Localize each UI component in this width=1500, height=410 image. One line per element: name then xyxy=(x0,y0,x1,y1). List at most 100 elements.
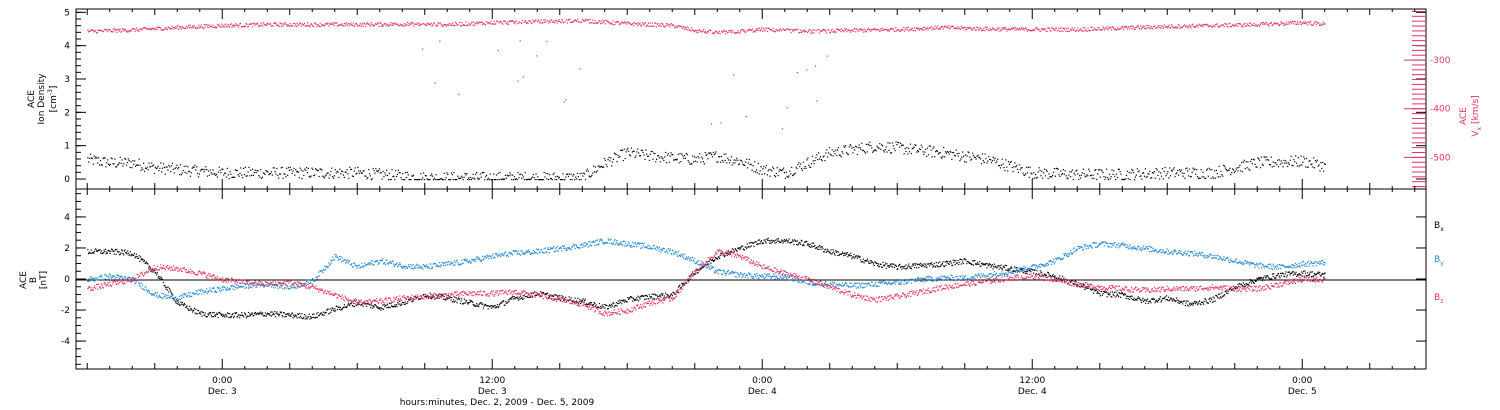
b-x-point xyxy=(300,317,302,319)
density-point xyxy=(875,150,877,152)
b-x-point xyxy=(1277,272,1280,275)
b-x-point xyxy=(712,259,714,262)
b-x-point xyxy=(1188,305,1190,307)
b-x-point xyxy=(1225,292,1228,294)
velocity-point xyxy=(806,69,808,71)
density-point xyxy=(391,169,393,171)
velocity-point xyxy=(646,24,648,26)
density-point xyxy=(287,174,289,176)
b-x-point xyxy=(1107,292,1109,294)
b-x-point xyxy=(645,298,647,300)
b-x-point xyxy=(716,257,718,260)
b-x-point xyxy=(299,315,302,317)
density-point xyxy=(615,153,617,156)
density-point xyxy=(412,175,414,177)
b-x-point xyxy=(1020,268,1022,270)
velocity-point xyxy=(135,29,137,31)
b-x-point xyxy=(874,261,877,263)
density-point xyxy=(1175,173,1177,175)
density-point xyxy=(731,164,733,166)
density-point xyxy=(165,166,167,168)
b-x-point xyxy=(1178,302,1180,305)
velocity-point xyxy=(1251,24,1253,26)
velocity-point xyxy=(318,25,320,28)
density-point xyxy=(566,173,568,175)
b-x-point xyxy=(177,303,179,305)
b-x-point xyxy=(367,303,369,305)
velocity-point xyxy=(340,24,343,26)
density-point xyxy=(161,171,163,173)
density-point xyxy=(776,167,778,169)
b-x-point xyxy=(345,306,347,309)
velocity-point xyxy=(707,31,709,33)
density-point xyxy=(534,179,536,181)
b-x-point xyxy=(920,265,923,267)
velocity-point xyxy=(1020,27,1022,30)
density-point xyxy=(1112,173,1114,175)
b-x-point xyxy=(887,265,889,267)
b-x-point xyxy=(548,296,551,298)
velocity-point xyxy=(991,28,993,31)
density-point xyxy=(920,144,922,146)
velocity-point xyxy=(148,28,150,30)
velocity-point xyxy=(874,29,876,31)
velocity-point xyxy=(440,22,442,24)
density-point xyxy=(382,170,384,172)
b-x-point xyxy=(1023,268,1025,270)
b-x-point xyxy=(899,266,902,268)
velocity-point xyxy=(182,27,184,29)
velocity-point xyxy=(896,30,898,32)
b-x-point xyxy=(900,265,902,268)
density-point xyxy=(761,173,763,175)
b-x-point xyxy=(184,303,186,306)
velocity-point xyxy=(313,26,315,28)
b-x-point xyxy=(341,308,343,310)
b-x-point xyxy=(519,295,522,297)
b-x-point xyxy=(748,246,750,248)
density-point xyxy=(405,176,408,179)
b-x-point xyxy=(754,241,757,243)
b-x-point xyxy=(771,239,773,241)
velocity-point xyxy=(112,28,114,30)
b-x-point xyxy=(1213,300,1215,303)
velocity-point xyxy=(1133,28,1136,31)
b-x-point xyxy=(297,313,299,315)
velocity-point xyxy=(924,26,926,29)
velocity-point xyxy=(216,26,218,28)
velocity-point xyxy=(1221,24,1223,26)
velocity-point xyxy=(866,28,869,31)
b-x-point xyxy=(305,315,307,317)
density-point xyxy=(188,170,190,173)
b-x-point xyxy=(986,267,988,269)
velocity-point xyxy=(981,29,984,31)
b-x-point xyxy=(833,251,835,253)
density-point xyxy=(690,163,692,165)
b-x-point xyxy=(1168,300,1170,302)
b-x-point xyxy=(286,313,288,315)
b-x-point xyxy=(749,246,751,248)
velocity-point xyxy=(1098,27,1100,29)
density-point xyxy=(1118,168,1120,170)
b-x-point xyxy=(596,306,599,308)
b-x-point xyxy=(621,299,624,301)
velocity-point xyxy=(427,22,429,24)
b-x-point xyxy=(1253,282,1255,284)
velocity-point xyxy=(851,29,854,31)
density-point xyxy=(1150,177,1152,179)
velocity-point xyxy=(750,29,752,31)
b-x-point xyxy=(762,242,764,244)
density-point xyxy=(876,145,878,147)
velocity-point xyxy=(221,25,224,27)
b-y-point xyxy=(121,277,123,279)
velocity-point xyxy=(411,23,413,25)
density-point xyxy=(1016,165,1018,167)
b-x-point xyxy=(945,260,948,262)
b-x-point xyxy=(670,293,672,296)
density-point xyxy=(348,177,350,179)
b-x-point xyxy=(1229,288,1231,290)
velocity-point xyxy=(1118,28,1121,30)
velocity-point xyxy=(150,27,152,30)
velocity-point xyxy=(88,31,90,33)
b-y-point xyxy=(112,275,114,277)
density-point xyxy=(481,172,483,174)
